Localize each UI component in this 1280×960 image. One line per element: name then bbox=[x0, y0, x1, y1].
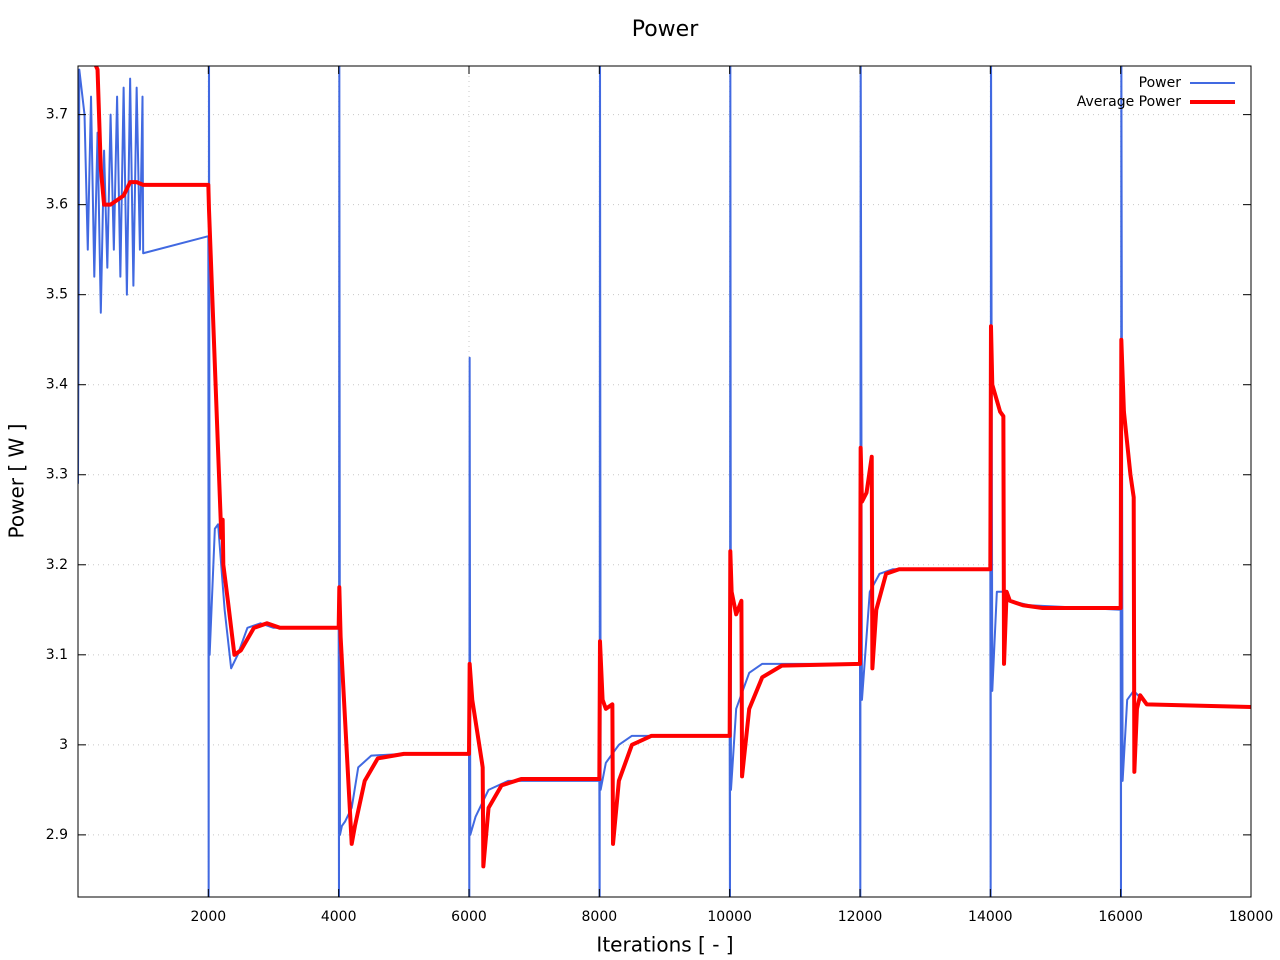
x-tick-label: 16000 bbox=[1098, 909, 1143, 925]
y-tick-label: 3.7 bbox=[46, 107, 68, 123]
y-tick-label: 3.3 bbox=[46, 467, 68, 483]
grid bbox=[78, 66, 1252, 897]
series-line bbox=[93, 66, 1251, 869]
y-tick-label: 3.5 bbox=[46, 287, 68, 303]
y-tick-label: 3.6 bbox=[46, 197, 68, 213]
x-tick-label: 14000 bbox=[968, 909, 1013, 925]
x-tick-label: 18000 bbox=[1229, 909, 1274, 925]
legend-label: Power bbox=[1139, 75, 1182, 91]
x-tick-label: 8000 bbox=[582, 909, 618, 925]
legend: Power Average Power bbox=[1077, 75, 1235, 110]
x-tick-label: 12000 bbox=[838, 909, 883, 925]
y-tick-label: 3 bbox=[59, 737, 68, 753]
axes: 2.9 3 3.1 3.2 3.3 3.4 3.5 3.6 3.7 2000 4000 6000 800… bbox=[46, 66, 1274, 925]
y-tick-label: 3.2 bbox=[46, 557, 68, 573]
plot-border bbox=[77, 65, 1252, 898]
y-axis-label: Power [ W ] bbox=[5, 424, 29, 539]
y-tick-label: 3.4 bbox=[46, 377, 68, 393]
x-tick-label: 6000 bbox=[451, 909, 487, 925]
chart-title: Power bbox=[632, 17, 699, 42]
x-axis-label: Iterations [ - ] bbox=[596, 933, 733, 957]
y-tick-label: 2.9 bbox=[46, 827, 68, 843]
x-tick-label: 2000 bbox=[191, 909, 227, 925]
y-tick-label: 3.1 bbox=[46, 647, 68, 663]
x-tick-label: 10000 bbox=[707, 909, 752, 925]
legend-label: Average Power bbox=[1077, 94, 1182, 110]
plot-area bbox=[78, 66, 1251, 897]
x-tick-label: 4000 bbox=[321, 909, 357, 925]
